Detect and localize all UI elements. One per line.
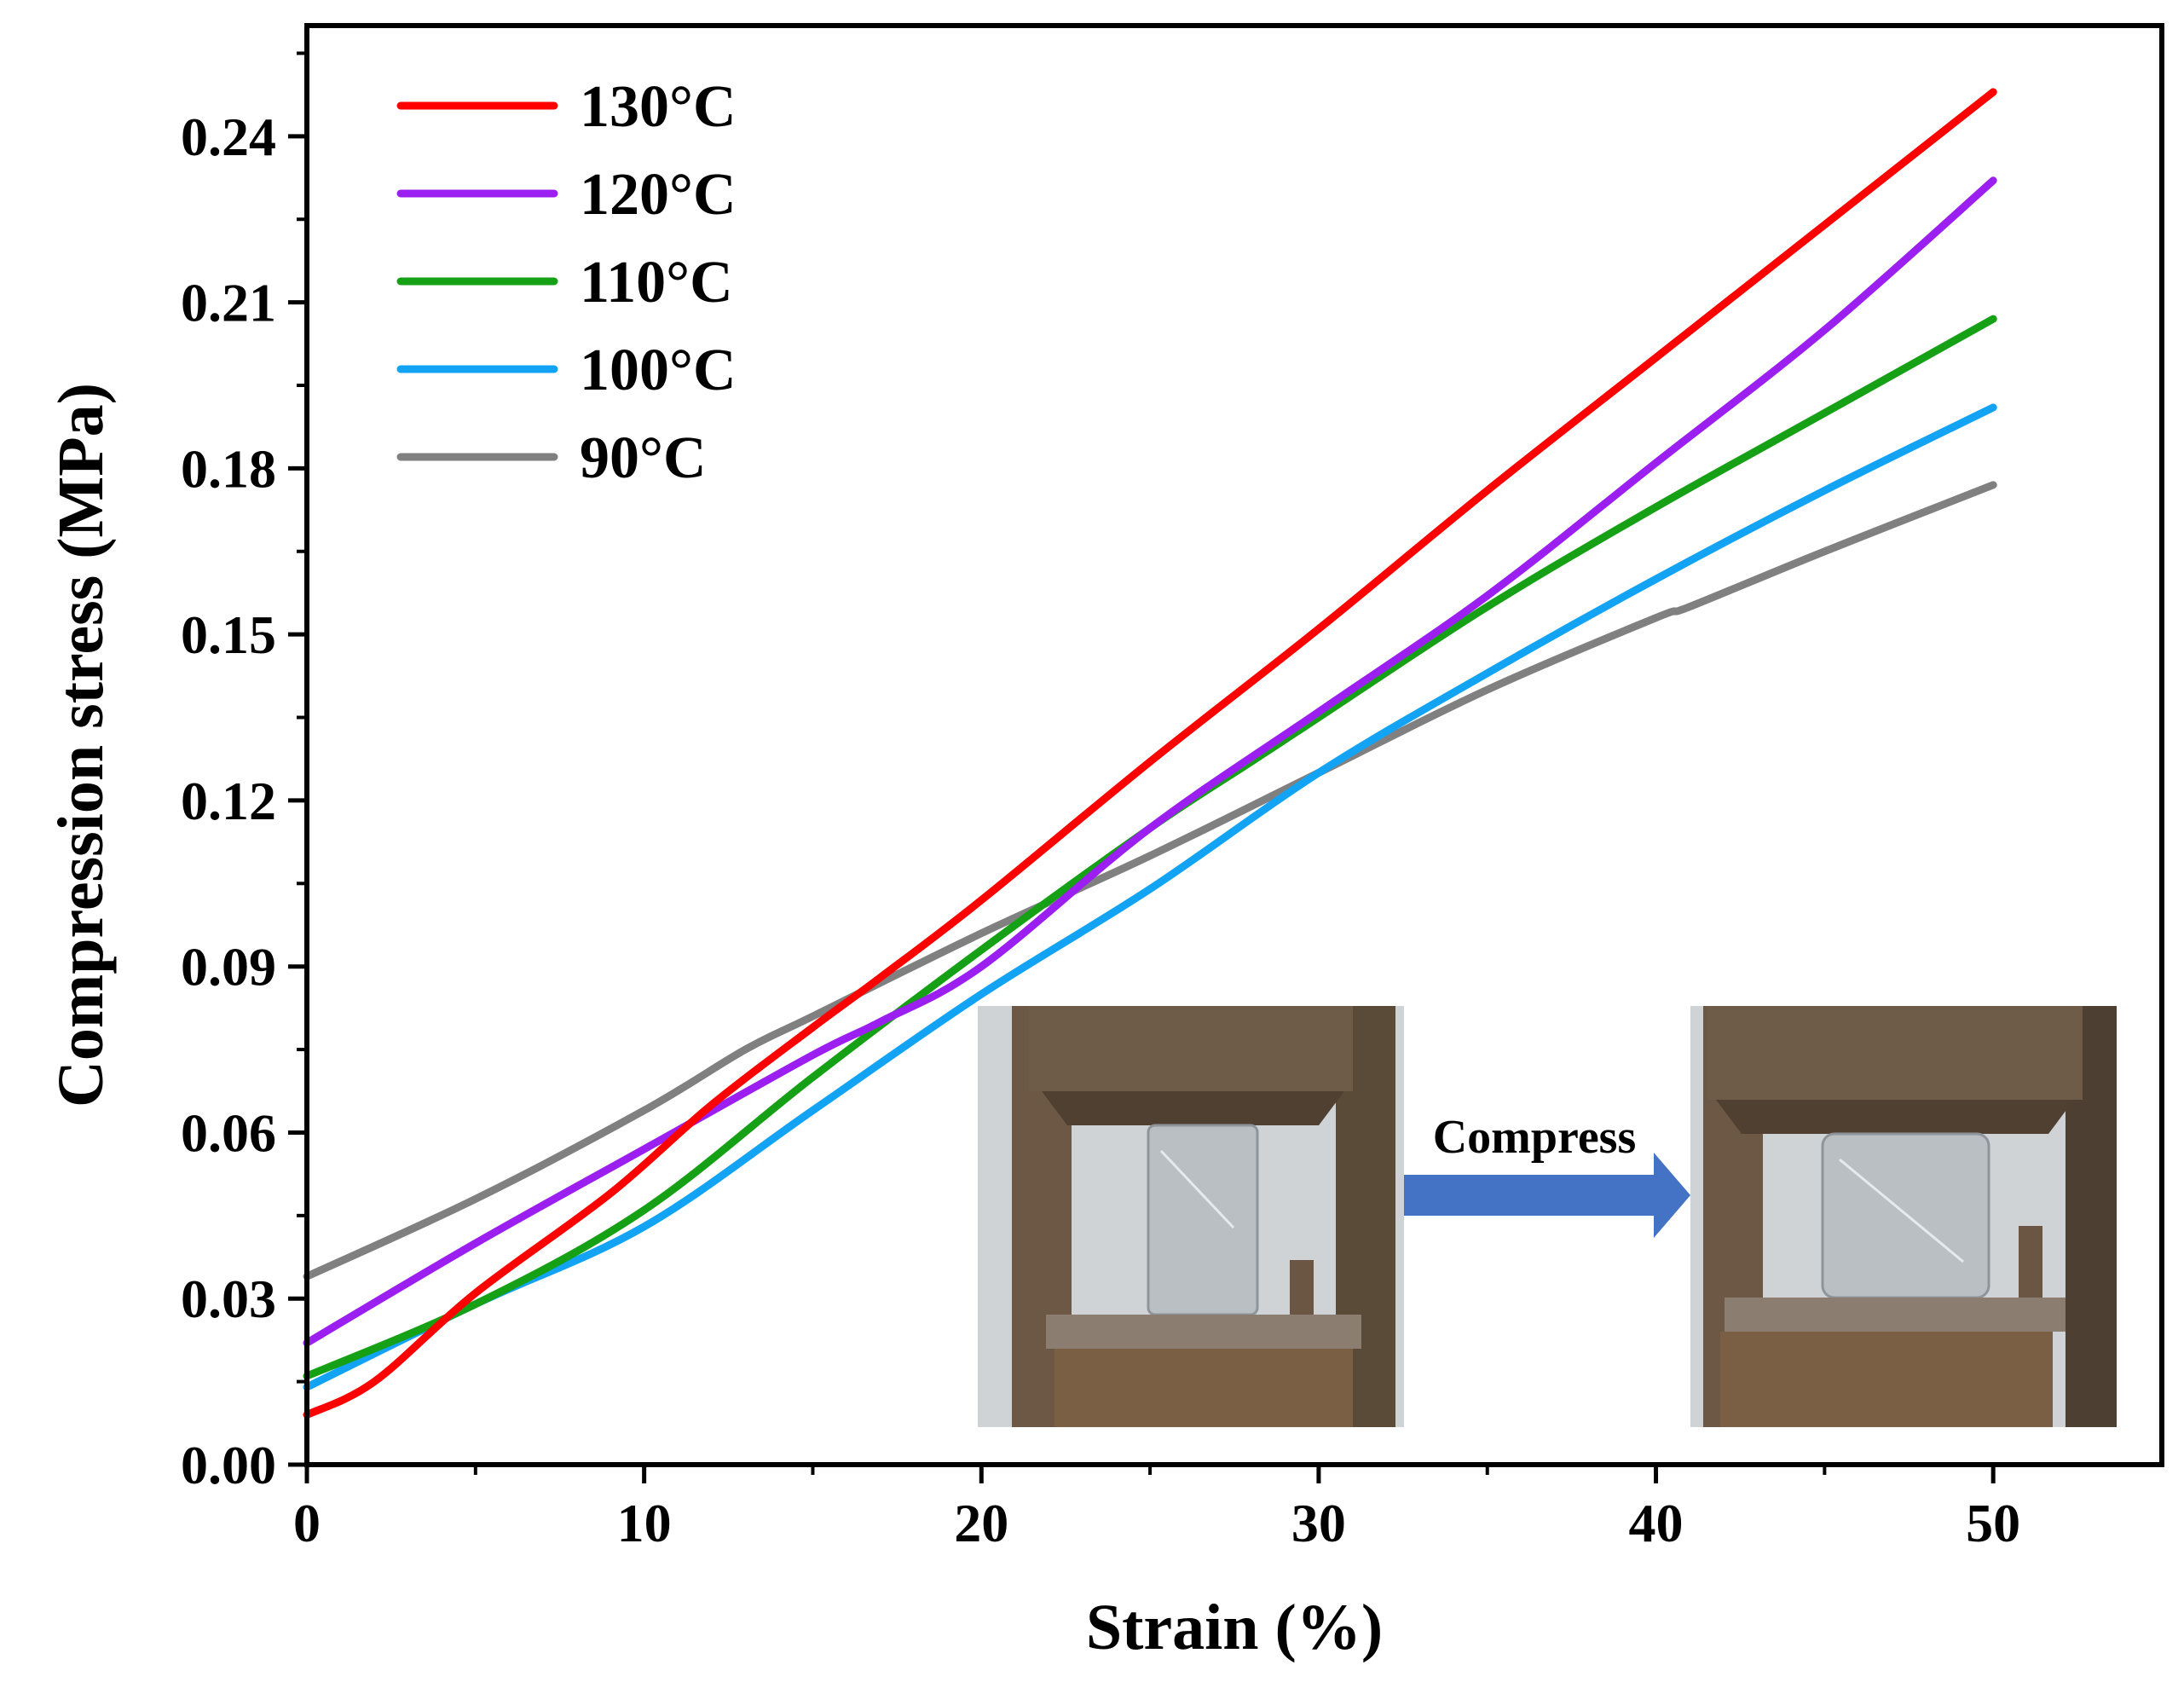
press-top-plate-edge: [1042, 1091, 1344, 1125]
y-tick-label: 0.12: [181, 771, 276, 831]
y-tick-label: 0.06: [181, 1102, 276, 1163]
x-tick-label: 30: [1291, 1493, 1346, 1553]
x-axis-title: Strain (%): [1086, 1592, 1383, 1663]
compress-arrow-icon: [1404, 1153, 1690, 1238]
y-axis-title: Compression stress (MPa): [45, 383, 117, 1107]
series-line-130: [303, 88, 1997, 1419]
x-tick-label: 10: [617, 1493, 672, 1553]
legend-label: 120°C: [580, 162, 737, 228]
y-tick-label: 0.09: [181, 937, 276, 997]
y-tick-label: 0.15: [181, 604, 276, 665]
legend-label: 130°C: [580, 74, 737, 140]
y-tick-label: 0.00: [181, 1435, 276, 1495]
press-bed: [1046, 1315, 1361, 1349]
tick-layer: 0 10 20 30 40 50 0.00 0.03 0.06 0.09 0.12 0.15 0.18 0…: [181, 51, 2020, 1553]
x-tick-label: 40: [1629, 1493, 1684, 1553]
legend-label: 100°C: [580, 338, 737, 403]
legend-label: 90°C: [580, 425, 707, 491]
press-base: [1720, 1332, 2053, 1427]
compress-label: Compress: [1433, 1111, 1637, 1164]
sample-crack: [1159, 1149, 1235, 1229]
y-tick-label: 0.03: [181, 1269, 276, 1329]
series-line-100: [303, 403, 1997, 1391]
series-layer: [303, 88, 1997, 1419]
x-tick-label: 20: [954, 1493, 1008, 1553]
legend-label: 110°C: [580, 250, 733, 315]
y-tick-label: 0.24: [181, 107, 276, 167]
inset-photo-before: [978, 1006, 1404, 1427]
press-top-plate: [1029, 1006, 1353, 1091]
sample-crack: [1839, 1158, 1964, 1263]
press-bed: [1725, 1298, 2066, 1332]
x-tick-label: 0: [293, 1493, 321, 1553]
press-base: [1054, 1349, 1353, 1427]
series-line-90: [303, 481, 1997, 1280]
plot-frame: [304, 23, 2164, 1467]
series-line-120: [303, 176, 1997, 1347]
press-top-plate: [1707, 1006, 2083, 1100]
y-tick-label: 0.21: [181, 273, 276, 333]
x-tick-label: 50: [1966, 1493, 2020, 1553]
y-tick-label: 0.18: [181, 438, 276, 499]
legend: 130°C 120°C 110°C 100°C 90°C: [396, 74, 737, 491]
press-top-plate-edge: [1716, 1100, 2074, 1134]
inset-photo-after: [1690, 1006, 2117, 1427]
